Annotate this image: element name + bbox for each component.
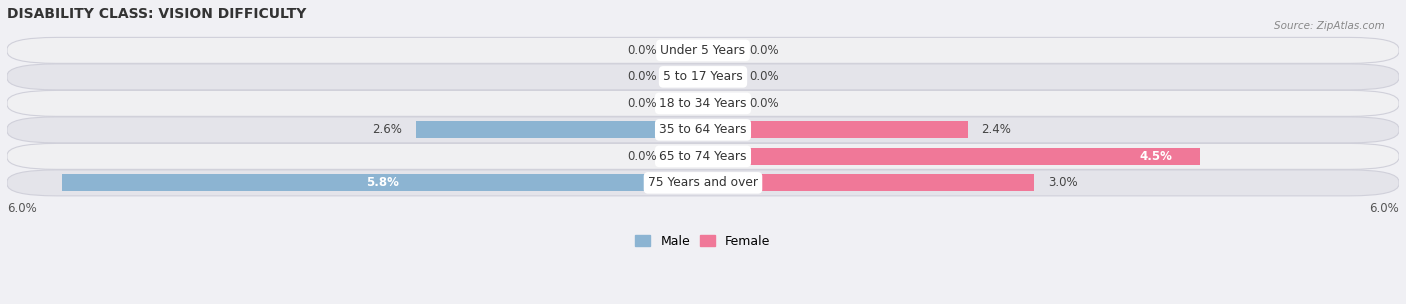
Text: 0.0%: 0.0%	[627, 71, 657, 83]
FancyBboxPatch shape	[7, 117, 1399, 143]
Text: 0.0%: 0.0%	[749, 71, 779, 83]
FancyBboxPatch shape	[7, 143, 1399, 169]
Bar	[669, 42, 703, 59]
Bar	[703, 121, 969, 139]
Bar	[703, 42, 737, 59]
Text: 2.6%: 2.6%	[373, 123, 402, 136]
Bar	[62, 174, 703, 192]
Text: 3.0%: 3.0%	[1047, 176, 1077, 189]
Text: 4.5%: 4.5%	[1139, 150, 1173, 163]
Text: 65 to 74 Years: 65 to 74 Years	[659, 150, 747, 163]
Bar	[669, 148, 703, 165]
FancyBboxPatch shape	[7, 64, 1399, 90]
Text: Source: ZipAtlas.com: Source: ZipAtlas.com	[1274, 21, 1385, 31]
Bar	[669, 68, 703, 85]
Text: 6.0%: 6.0%	[7, 202, 37, 215]
Text: 18 to 34 Years: 18 to 34 Years	[659, 97, 747, 110]
Text: 5 to 17 Years: 5 to 17 Years	[664, 71, 742, 83]
Text: 0.0%: 0.0%	[749, 97, 779, 110]
FancyBboxPatch shape	[7, 37, 1399, 63]
Text: 0.0%: 0.0%	[627, 44, 657, 57]
Text: 2.4%: 2.4%	[981, 123, 1011, 136]
Legend: Male, Female: Male, Female	[630, 230, 776, 253]
FancyBboxPatch shape	[7, 90, 1399, 116]
Text: 5.8%: 5.8%	[366, 176, 399, 189]
Bar	[703, 68, 737, 85]
Text: 0.0%: 0.0%	[749, 44, 779, 57]
Text: 35 to 64 Years: 35 to 64 Years	[659, 123, 747, 136]
FancyBboxPatch shape	[7, 170, 1399, 196]
Bar	[703, 148, 1201, 165]
Bar	[703, 95, 737, 112]
Bar	[669, 95, 703, 112]
Text: DISABILITY CLASS: VISION DIFFICULTY: DISABILITY CLASS: VISION DIFFICULTY	[7, 7, 307, 21]
Text: 6.0%: 6.0%	[1369, 202, 1399, 215]
Bar	[416, 121, 703, 139]
Text: 75 Years and over: 75 Years and over	[648, 176, 758, 189]
Bar	[703, 174, 1035, 192]
Text: 0.0%: 0.0%	[627, 150, 657, 163]
Text: 0.0%: 0.0%	[627, 97, 657, 110]
Text: Under 5 Years: Under 5 Years	[661, 44, 745, 57]
